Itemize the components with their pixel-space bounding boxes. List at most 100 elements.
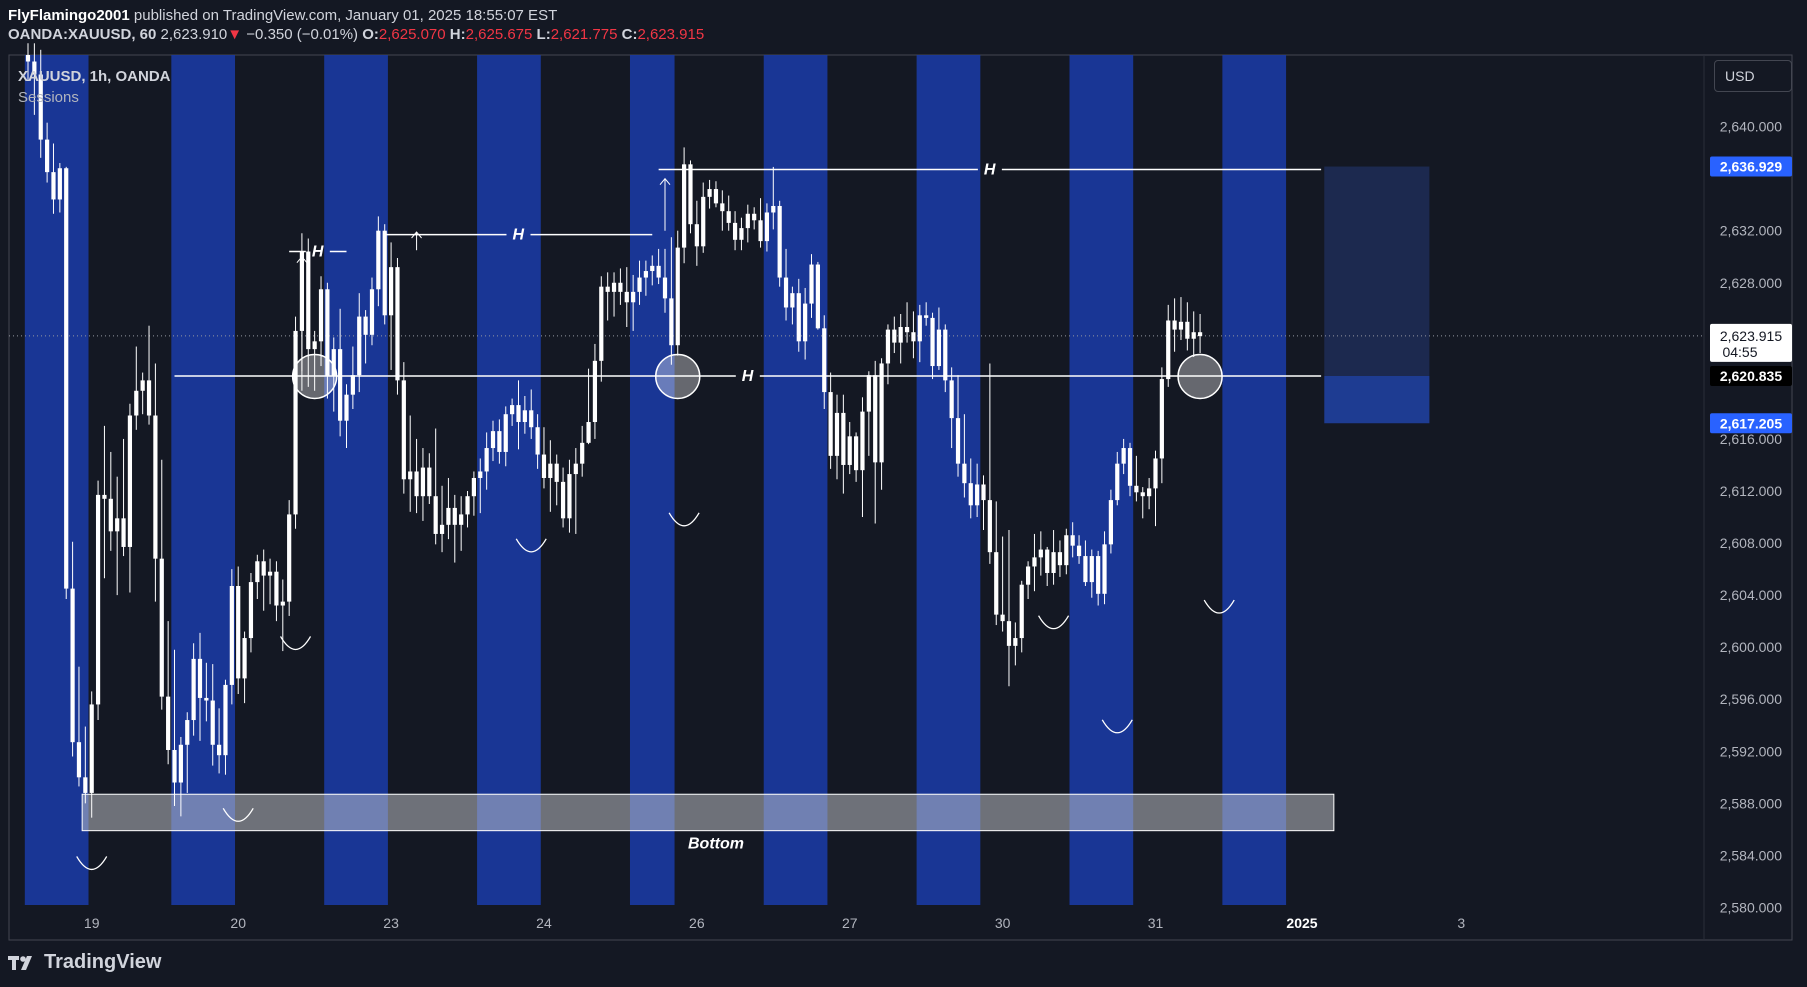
candle-body — [516, 405, 521, 423]
candle-body — [739, 228, 744, 240]
price-tick-label: 2,632.000 — [1720, 223, 1782, 239]
candle-body — [669, 298, 674, 346]
candle-body — [732, 222, 738, 240]
bottom-curve[interactable] — [515, 538, 547, 553]
candle-body — [541, 454, 547, 478]
candle-body — [803, 303, 808, 342]
time-axis[interactable]: 19 20 23 24 26 27 30 31 2025 3 — [84, 915, 1465, 931]
candle-body — [682, 164, 687, 248]
current-price-box — [1710, 323, 1792, 362]
candle-body — [471, 477, 476, 497]
retest-circles[interactable] — [291, 353, 1223, 400]
candle-body — [1076, 545, 1082, 557]
candle-body — [108, 498, 113, 532]
candle-body — [713, 189, 719, 204]
price-tick-label: 2,592.000 — [1720, 743, 1782, 759]
candle-body — [1006, 621, 1012, 646]
candle-body — [1051, 552, 1056, 573]
candle-body — [1064, 535, 1069, 566]
candle-body — [968, 483, 973, 506]
time-tick-label: 3 — [1457, 915, 1465, 931]
bottom-curves[interactable] — [76, 512, 1235, 871]
currency-label: USD — [1725, 68, 1755, 84]
retest-circle[interactable] — [1177, 353, 1223, 400]
candle-body — [446, 507, 451, 525]
candle-body — [64, 168, 69, 589]
low-label: L: — [536, 26, 551, 43]
candle-body — [592, 360, 598, 423]
candle-body — [452, 507, 457, 525]
candle-body — [611, 282, 617, 292]
symbol-label[interactable]: OANDA:XAUUSD, 60 — [8, 26, 157, 43]
bottom-curve[interactable] — [279, 636, 312, 651]
current-price-text: 2,623.915 — [1720, 328, 1782, 344]
candle-body — [809, 264, 814, 304]
candle-body — [388, 267, 394, 316]
price-tick-label: 2,588.000 — [1720, 795, 1782, 811]
author-name[interactable]: FlyFlamingo2001 — [8, 7, 130, 24]
candle-body — [287, 514, 292, 602]
candle-body — [1070, 535, 1075, 546]
candle-body — [924, 315, 929, 318]
legend-indicator[interactable]: Sessions — [18, 89, 79, 106]
candle-body — [459, 514, 464, 525]
candle-body — [560, 481, 566, 519]
candle-body — [146, 380, 152, 416]
tradingview-logo[interactable]: TradingView — [8, 951, 161, 974]
candle-body — [439, 524, 445, 534]
price-tick-label: 2,628.000 — [1720, 275, 1782, 291]
target-zone-lower[interactable] — [1324, 376, 1430, 424]
bottom-curve[interactable] — [76, 856, 108, 871]
candle-body — [580, 442, 585, 464]
currency-button[interactable]: USD — [1714, 60, 1792, 92]
bottom-curve[interactable] — [222, 807, 254, 822]
horizontal-levels[interactable]: H H H H — [174, 162, 1322, 385]
chart-header: FlyFlamingo2001 published on TradingView… — [8, 6, 704, 44]
brand-name: TradingView — [44, 951, 162, 973]
candle-body — [45, 139, 50, 173]
candle-body — [95, 494, 101, 705]
candle-body — [904, 327, 910, 333]
candle-body — [955, 418, 961, 464]
bottom-zone[interactable] — [81, 793, 1335, 832]
candle-body — [350, 375, 355, 395]
candle-body — [535, 427, 540, 455]
time-tick-label: 20 — [230, 915, 246, 931]
bottom-curve[interactable] — [1038, 615, 1070, 630]
candles — [25, 43, 1203, 818]
target-zone-upper[interactable] — [1324, 166, 1430, 377]
time-tick-label: 23 — [383, 915, 399, 931]
retest-circle[interactable] — [654, 353, 701, 400]
level-label: H — [742, 368, 754, 385]
candle-body — [1032, 557, 1037, 567]
candle-body — [911, 332, 916, 342]
price-tick-label: 2,604.000 — [1720, 587, 1782, 603]
candle-body — [866, 375, 871, 412]
bottom-curve[interactable] — [1203, 599, 1235, 614]
time-tick-label: 24 — [536, 915, 552, 931]
candle-body — [936, 329, 942, 367]
candle-body — [879, 363, 884, 463]
candle-body — [548, 463, 553, 478]
candle-body — [1108, 500, 1113, 545]
last-price: 2,623.910 — [160, 26, 228, 43]
candle-body — [178, 744, 183, 783]
up-arrows[interactable] — [296, 177, 671, 372]
arrow-head — [659, 177, 671, 185]
candle-body — [790, 293, 795, 308]
candle-body — [898, 327, 903, 343]
candle-body — [726, 211, 731, 223]
candle-body — [694, 224, 699, 247]
candle-body — [771, 205, 776, 213]
retest-circle[interactable] — [291, 353, 338, 400]
price-label-text: 2,636.929 — [1720, 159, 1782, 175]
bottom-curve[interactable] — [1101, 719, 1133, 734]
candle-body — [873, 375, 878, 463]
bottom-curve[interactable] — [668, 512, 700, 527]
candle-body — [191, 658, 196, 721]
candle-body — [943, 329, 948, 381]
price-axis[interactable]: 2,640.0002,632.0002,628.0002,616.0002,61… — [1720, 119, 1782, 916]
legend-title[interactable]: XAUUSD, 1h, OANDA — [18, 68, 171, 85]
candle-body — [248, 582, 254, 639]
